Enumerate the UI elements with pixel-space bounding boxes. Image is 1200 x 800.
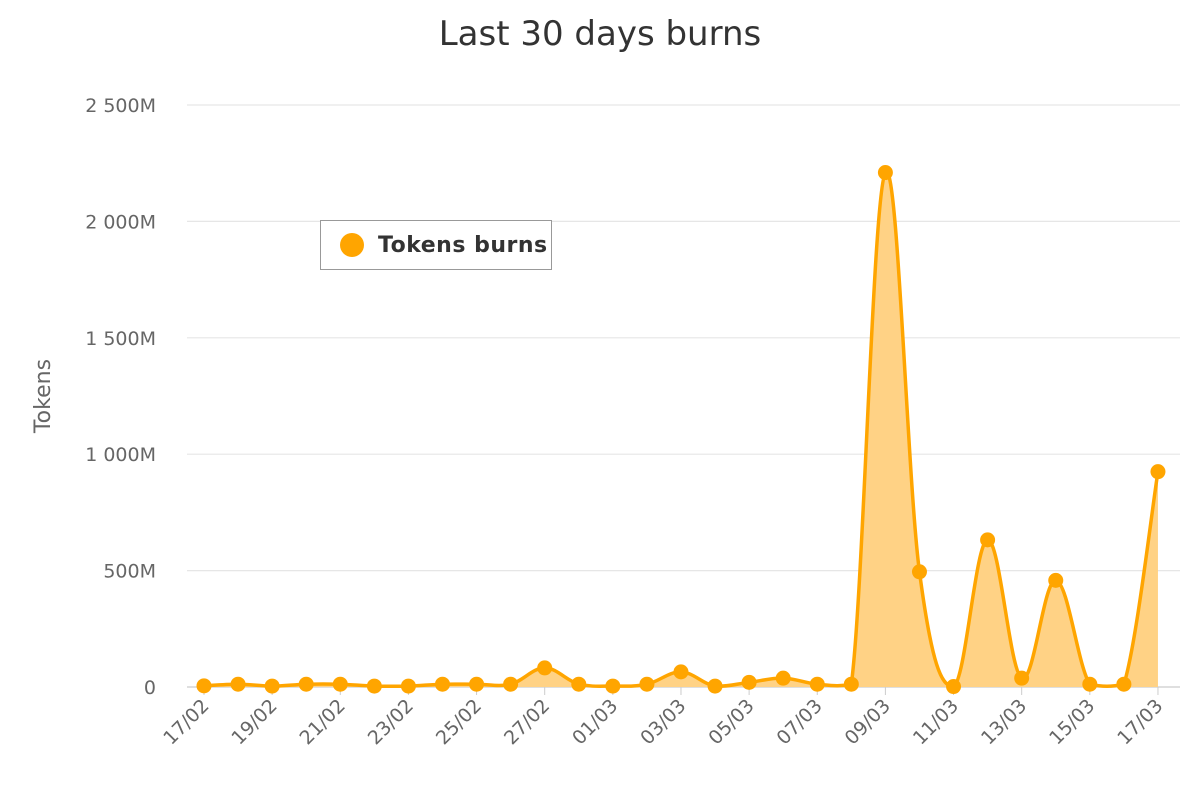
series-tokens-burns <box>196 165 1166 695</box>
x-tick-label: 01/03 <box>568 695 622 749</box>
x-tick-label: 09/03 <box>841 695 895 749</box>
data-point[interactable] <box>400 678 416 694</box>
data-point[interactable] <box>980 532 996 548</box>
x-tick-label: 21/02 <box>296 695 350 749</box>
data-point[interactable] <box>1082 676 1098 692</box>
x-tick-label: 23/02 <box>364 695 418 749</box>
data-point[interactable] <box>1116 676 1132 692</box>
data-point[interactable] <box>1150 464 1166 480</box>
data-point[interactable] <box>434 676 450 692</box>
data-point[interactable] <box>332 676 348 692</box>
x-tick-label: 03/03 <box>636 695 690 749</box>
legend[interactable]: Tokens burns <box>320 220 552 270</box>
legend-marker-icon <box>340 233 364 257</box>
data-point[interactable] <box>196 678 212 694</box>
data-point[interactable] <box>911 564 927 580</box>
x-tick-label: 11/03 <box>909 695 963 749</box>
y-tick-label: 2 000M <box>85 211 156 233</box>
x-axis: 17/02 19/02 21/02 23/02 25/02 27/02 01/03 03/03… <box>159 687 1167 749</box>
y-axis-label: Tokens <box>31 359 56 434</box>
x-tick-label: 07/03 <box>773 695 827 749</box>
x-tick-label: 19/02 <box>227 695 281 749</box>
data-point[interactable] <box>366 678 382 694</box>
legend-label: Tokens burns <box>378 232 548 258</box>
data-point[interactable] <box>877 165 893 181</box>
data-point[interactable] <box>298 676 314 692</box>
data-point[interactable] <box>503 676 519 692</box>
series-area <box>204 171 1158 687</box>
data-point[interactable] <box>741 674 757 690</box>
data-point[interactable] <box>775 670 791 686</box>
y-tick-label: 0 <box>144 677 156 699</box>
data-point[interactable] <box>809 676 825 692</box>
x-tick-label: 25/02 <box>432 695 486 749</box>
gridlines <box>187 104 1180 688</box>
y-tick-label: 1 000M <box>85 444 156 466</box>
data-point[interactable] <box>1014 670 1030 686</box>
data-point[interactable] <box>707 678 723 694</box>
x-tick-label: 13/03 <box>977 695 1031 749</box>
y-tick-label: 1 500M <box>85 328 156 350</box>
data-point[interactable] <box>264 678 280 694</box>
data-point[interactable] <box>469 676 485 692</box>
y-tick-label: 500M <box>103 561 156 583</box>
data-point[interactable] <box>843 676 859 692</box>
data-point[interactable] <box>571 676 587 692</box>
y-tick-label: 2 500M <box>85 95 156 117</box>
data-point[interactable] <box>605 678 621 694</box>
data-point[interactable] <box>230 676 246 692</box>
data-point[interactable] <box>1048 572 1064 588</box>
x-tick-label: 27/02 <box>500 695 554 749</box>
chart-title: Last 30 days burns <box>438 14 762 54</box>
data-point[interactable] <box>673 664 689 680</box>
data-point[interactable] <box>946 679 962 695</box>
x-tick-label: 17/02 <box>159 695 213 749</box>
data-point[interactable] <box>537 660 553 676</box>
y-axis: 0 500M 1 000M 1 500M 2 000M 2 500M <box>85 95 156 699</box>
x-tick-label: 17/03 <box>1113 695 1167 749</box>
x-tick-label: 15/03 <box>1045 695 1099 749</box>
data-point[interactable] <box>639 676 655 692</box>
x-tick-label: 05/03 <box>704 695 758 749</box>
